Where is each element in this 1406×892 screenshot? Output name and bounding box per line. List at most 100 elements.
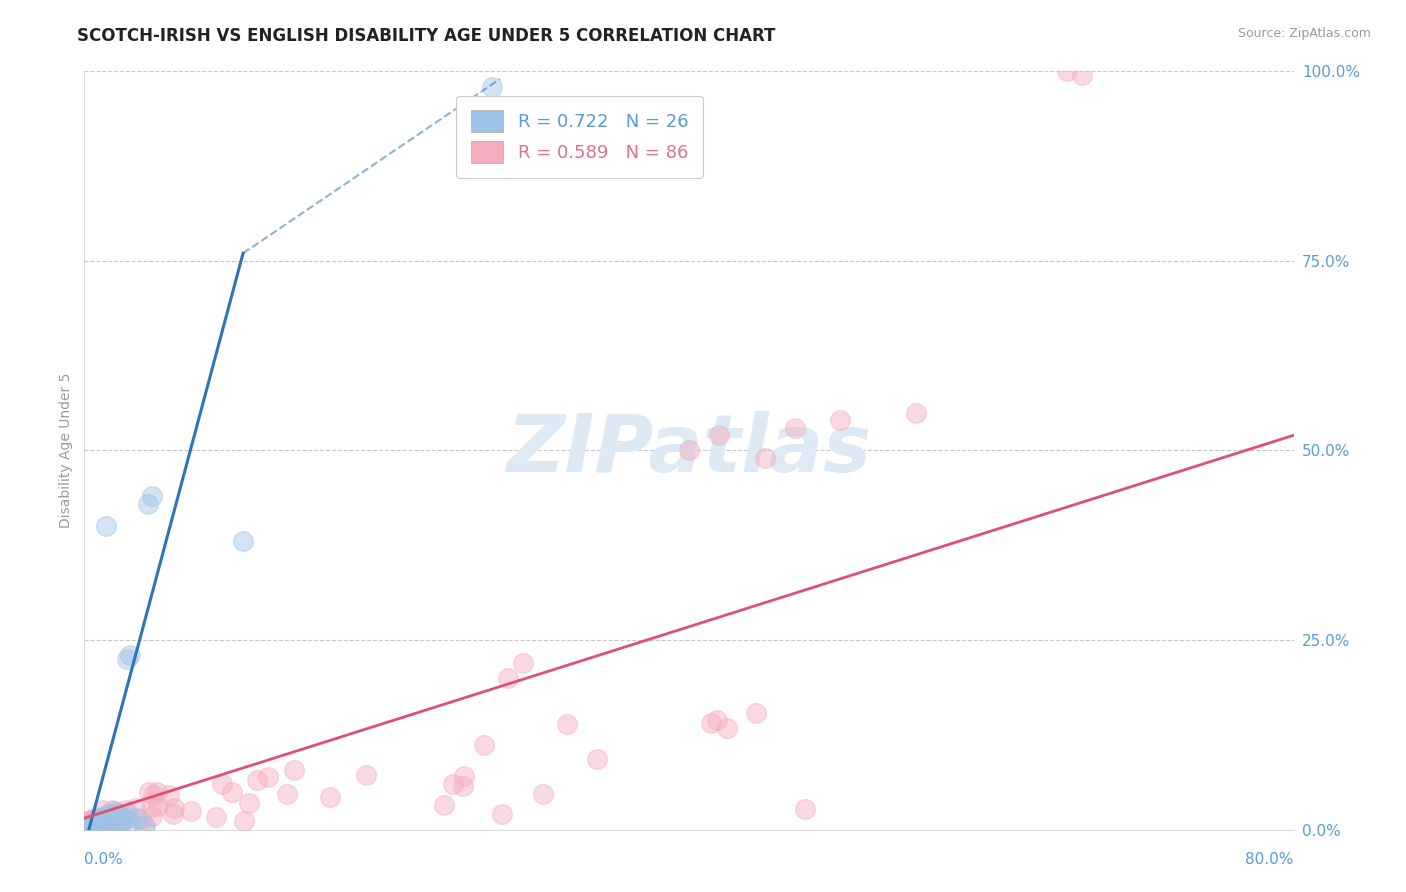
Point [904,405,927,420]
Point [472,738,495,752]
Point [97,807,120,822]
Point [98,806,121,821]
Point [127,811,149,825]
Point [441,777,464,791]
Point [678,443,700,458]
Point [100,819,122,833]
Point [110,816,132,830]
Point [141,800,163,814]
Point [84,811,107,825]
Point [700,716,723,731]
Point [115,807,138,822]
Point [555,717,578,731]
Point [496,671,519,685]
Point [77,818,100,832]
Point [453,769,475,783]
Point [283,763,305,777]
Point [89,811,111,825]
Point [91,803,114,817]
Point [87,814,110,828]
Point [134,819,156,833]
Point [96,818,118,832]
Point [80,813,103,827]
Text: Source: ZipAtlas.com: Source: ZipAtlas.com [1237,27,1371,40]
Point [136,496,159,510]
Point [100,811,122,825]
Point [96,818,118,832]
Point [110,810,132,824]
Point [706,713,728,727]
Point [104,804,127,818]
Point [180,804,202,818]
Point [101,817,124,831]
Point [118,815,141,830]
Point [114,813,136,827]
Point [82,812,104,826]
Point [162,807,184,822]
Point [356,767,378,781]
Point [118,648,141,662]
Text: 80.0%: 80.0% [1246,853,1294,867]
Point [84,822,107,836]
Point [451,779,474,793]
Point [745,706,768,720]
Point [512,656,534,670]
Point [79,818,101,832]
Point [104,808,127,822]
Point [101,809,124,823]
Point [80,814,103,829]
Point [1056,64,1078,78]
Point [163,801,186,815]
Point [80,819,103,833]
Point [97,814,120,828]
Legend: R = 0.722   N = 26, R = 0.589   N = 86: R = 0.722 N = 26, R = 0.589 N = 86 [456,95,703,178]
Y-axis label: Disability Age Under 5: Disability Age Under 5 [59,373,73,528]
Point [246,772,269,787]
Point [124,801,146,815]
Point [709,428,731,442]
Point [491,807,513,822]
Point [76,817,98,831]
Point [157,788,180,802]
Point [146,785,169,799]
Point [89,816,111,830]
Point [256,770,278,784]
Point [84,818,107,832]
Point [830,413,852,427]
Point [138,785,160,799]
Point [77,814,100,828]
Point [716,722,738,736]
Point [319,790,342,805]
Point [129,812,152,826]
Point [433,797,456,812]
Point [1071,68,1094,82]
Text: SCOTCH-IRISH VS ENGLISH DISABILITY AGE UNDER 5 CORRELATION CHART: SCOTCH-IRISH VS ENGLISH DISABILITY AGE U… [77,27,776,45]
Point [112,811,135,825]
Point [205,809,228,823]
Point [91,820,114,834]
Point [77,820,100,834]
Point [142,788,165,802]
Point [107,816,129,830]
Point [531,787,554,801]
Point [79,820,101,834]
Point [107,814,129,828]
Point [141,489,163,503]
Point [93,809,115,823]
Point [233,814,256,829]
Point [79,820,101,834]
Point [238,797,260,811]
Point [110,815,132,830]
Point [84,816,107,830]
Point [103,813,125,827]
Point [794,801,817,815]
Point [82,816,104,830]
Point [211,777,233,791]
Point [146,799,169,814]
Point [101,814,124,829]
Point [80,814,103,829]
Point [107,807,129,822]
Point [783,421,806,435]
Text: 0.0%: 0.0% [84,853,124,867]
Point [585,752,607,766]
